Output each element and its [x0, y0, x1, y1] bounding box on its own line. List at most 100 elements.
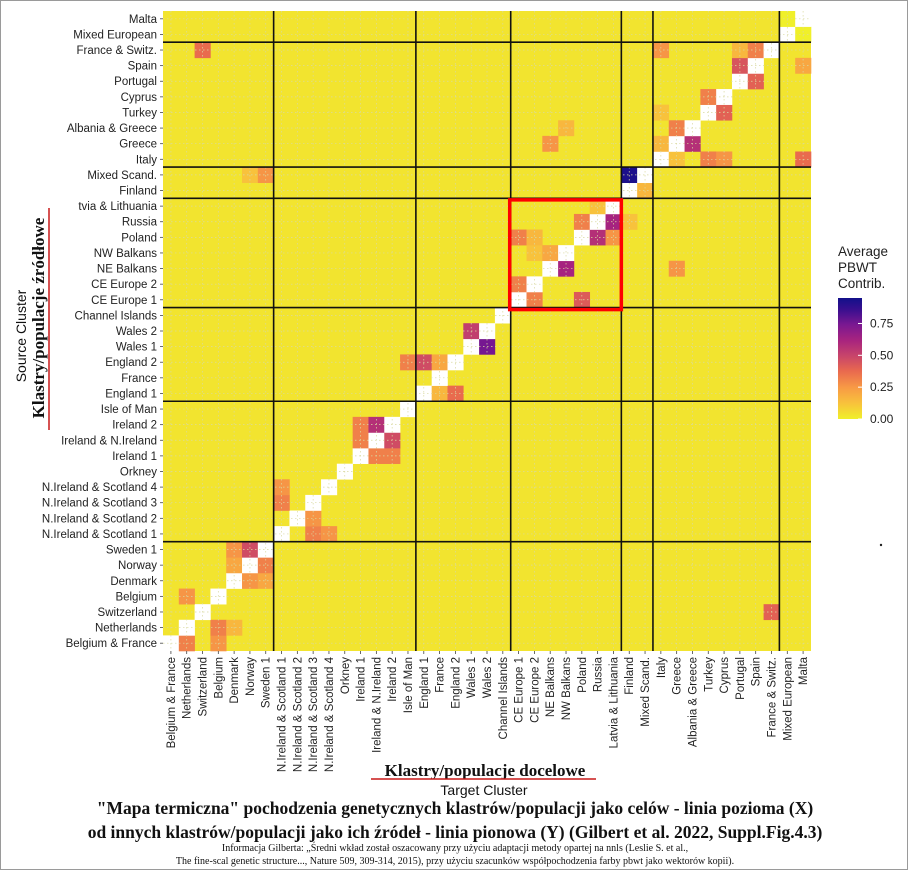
- y-tick-label: Ireland 1: [112, 451, 157, 463]
- caption-note-2: The fine-scal genetic structure..., Natu…: [175, 856, 735, 867]
- y-tick-label: France & Switz.: [76, 45, 157, 57]
- heatmap-cell: [352, 416, 369, 433]
- diagonal-cell: [621, 182, 638, 199]
- heatmap-cell: [510, 229, 527, 246]
- heatmap-cell: [257, 572, 274, 589]
- y-tick-label: France: [121, 373, 157, 385]
- y-tick-label: CE Europe 2: [91, 279, 157, 291]
- y-tick-label: Cyprus: [121, 92, 158, 104]
- x-tick-label: Switzerland: [198, 657, 210, 716]
- legend: Average PBWT Contrib. 0.75 0.50 0.25 0.00: [838, 244, 894, 426]
- heatmap-cell: [605, 213, 622, 230]
- y-tick-label: Italy: [136, 154, 157, 166]
- x-tick-label: Wales 2: [482, 657, 494, 698]
- heatmap-cell: [226, 557, 243, 574]
- y-tick-label: Greece: [119, 139, 157, 151]
- heatmap-cell: [242, 541, 259, 558]
- x-tick-label: Norway: [245, 657, 257, 696]
- x-tick-label: Ireland 2: [387, 657, 399, 702]
- legend-title-line-2: PBWT: [838, 260, 877, 275]
- x-tick-label: England 1: [419, 657, 431, 709]
- y-tick-label: CE Europe 1: [91, 295, 157, 307]
- y-tick-label: tvia & Lithuania: [78, 201, 157, 213]
- heatmap-cell: [368, 416, 385, 433]
- y-tick-label: Belgium: [115, 591, 157, 603]
- diagonal-cell: [289, 510, 306, 527]
- diagonal-cell: [210, 588, 227, 605]
- y-tick-label: England 2: [105, 357, 157, 369]
- x-tick-label: Latvia & Lithuania: [608, 656, 620, 748]
- heatmap-cell: [526, 229, 543, 246]
- x-tick-label: Wales 1: [466, 657, 478, 698]
- y-tick-label: Orkney: [120, 466, 157, 478]
- x-tick-label: England 2: [450, 657, 462, 709]
- x-tick-label: Ireland & N.Ireland: [371, 657, 383, 753]
- x-tick-label: Albania & Greece: [687, 657, 699, 747]
- x-tick-label: Malta: [798, 656, 810, 685]
- x-tick-label: Russia: [593, 656, 605, 692]
- heatmap-cell: [589, 198, 606, 215]
- x-tick-label: N.Ireland & Scotland 3: [308, 657, 320, 772]
- heatmap-cell: [652, 42, 670, 59]
- y-tick-label: Wales 1: [116, 342, 157, 354]
- x-tick-label: Orkney: [340, 657, 352, 694]
- heatmap-cell: [558, 260, 575, 277]
- y-tick-label: Isle of Man: [101, 404, 157, 416]
- y-tick-label: Switzerland: [98, 607, 157, 619]
- x-tick-label: Greece: [672, 657, 684, 695]
- x-tick-label: Belgium: [213, 657, 225, 699]
- diagonal-cell: [573, 229, 591, 246]
- legend-title-line-1: Average: [838, 244, 888, 259]
- x-axis-title-pl: Klastry/populacje docelowe: [385, 761, 586, 780]
- legend-tick-label: 0.50: [870, 348, 894, 362]
- y-tick-label: Spain: [128, 61, 157, 73]
- y-tick-label: Mixed Scand.: [87, 170, 157, 182]
- y-tick-label: Turkey: [122, 107, 157, 119]
- heatmap-cell: [305, 510, 322, 527]
- y-tick-label: Belgium & France: [66, 638, 157, 650]
- y-tick-label: NE Balkans: [97, 264, 157, 276]
- x-tick-label: Poland: [577, 657, 589, 693]
- diagonal-cell: [589, 213, 606, 230]
- heatmap-cell: [321, 526, 338, 543]
- heatmap-cell: [573, 213, 591, 230]
- heatmap-cell: [226, 541, 243, 558]
- legend-tick-label: 0.75: [870, 316, 894, 330]
- x-tick-label: Isle of Man: [403, 657, 415, 713]
- y-tick-label: Sweden 1: [106, 545, 157, 557]
- x-tick-label: CE Europe 2: [529, 657, 541, 723]
- diagonal-cell: [242, 557, 259, 574]
- diagonal-cell: [226, 572, 243, 589]
- y-tick-label: Ireland & N.Ireland: [61, 435, 157, 447]
- x-tick-label: Italy: [656, 657, 668, 678]
- heatmap-cell: [305, 526, 322, 543]
- x-tick-label: France & Switz.: [766, 657, 778, 738]
- heatmap-cell: [178, 588, 195, 605]
- y-tick-label: N.Ireland & Scotland 4: [42, 482, 158, 494]
- x-tick-label: Cyprus: [719, 657, 731, 694]
- diagonal-cell: [305, 494, 322, 511]
- heatmap-cell: [194, 42, 211, 59]
- x-tick-label: Turkey: [703, 657, 715, 692]
- y-tick-label: N.Ireland & Scotland 3: [42, 498, 157, 510]
- x-tick-label: Channel Islands: [498, 657, 510, 740]
- y-tick-label: N.Ireland & Scotland 2: [42, 513, 157, 525]
- legend-title-line-3: Contrib.: [838, 276, 885, 291]
- x-tick-label: Finland: [624, 657, 636, 695]
- heatmap-cell: [652, 104, 670, 121]
- y-tick-label: Malta: [129, 14, 158, 26]
- legend-tick-label: 0.25: [870, 380, 894, 394]
- y-tick-label: Portugal: [114, 76, 157, 88]
- heatmap-cell: [605, 229, 622, 246]
- heatmap-cell: [273, 494, 290, 511]
- x-tick-label: CE Europe 1: [514, 657, 526, 723]
- diagonal-cell: [273, 526, 290, 543]
- diagonal-cell: [558, 245, 575, 262]
- y-tick-label: Netherlands: [95, 623, 157, 635]
- legend-colorbar: [838, 298, 862, 419]
- y-tick-label: Denmark: [110, 576, 157, 588]
- x-tick-label: Netherlands: [182, 657, 194, 719]
- x-axis-title: Target Cluster: [440, 782, 527, 798]
